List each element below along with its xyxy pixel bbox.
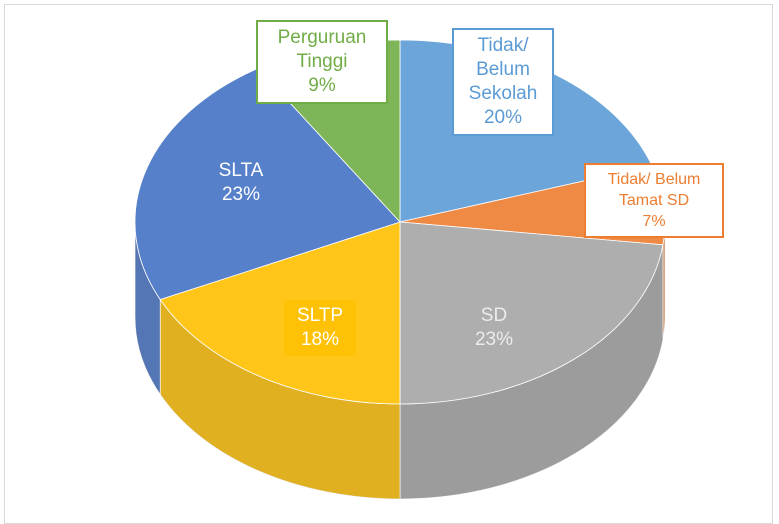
data-label-category: SLTA [218, 160, 264, 181]
data-label-value: 9% [308, 75, 336, 96]
pie-slice [134, 67, 401, 300]
pie-side-shade [160, 299, 400, 499]
data-label-value: 7% [642, 213, 666, 230]
data-label: SLTP 18% [284, 300, 356, 356]
data-label: SLTA 23% [196, 155, 286, 211]
data-label-value: 23% [221, 184, 261, 205]
pie-side-shade [662, 222, 665, 340]
data-label-value: 20% [483, 107, 523, 128]
data-label-category: SLTP [296, 305, 344, 326]
data-label-value: 23% [474, 329, 514, 350]
data-label: SD 23% [452, 300, 536, 356]
data-label-category: Perguruan Tinggi [277, 27, 367, 72]
data-label: Perguruan Tinggi 9% [256, 20, 388, 104]
pie-slice [399, 221, 664, 405]
pie-slice [159, 221, 401, 405]
data-label: Tidak/ Belum Sekolah 20% [452, 28, 554, 136]
data-label-category: Tidak/ Belum Sekolah [468, 35, 538, 104]
data-label-category: SD [480, 305, 508, 326]
data-label: Tidak/ Belum Tamat SD 7% [584, 163, 724, 238]
data-label-value: 18% [300, 329, 340, 350]
pie-side-shade [400, 244, 663, 499]
data-label-category: Tidak/ Belum Tamat SD [607, 171, 701, 209]
pie-side-shade [135, 222, 161, 395]
